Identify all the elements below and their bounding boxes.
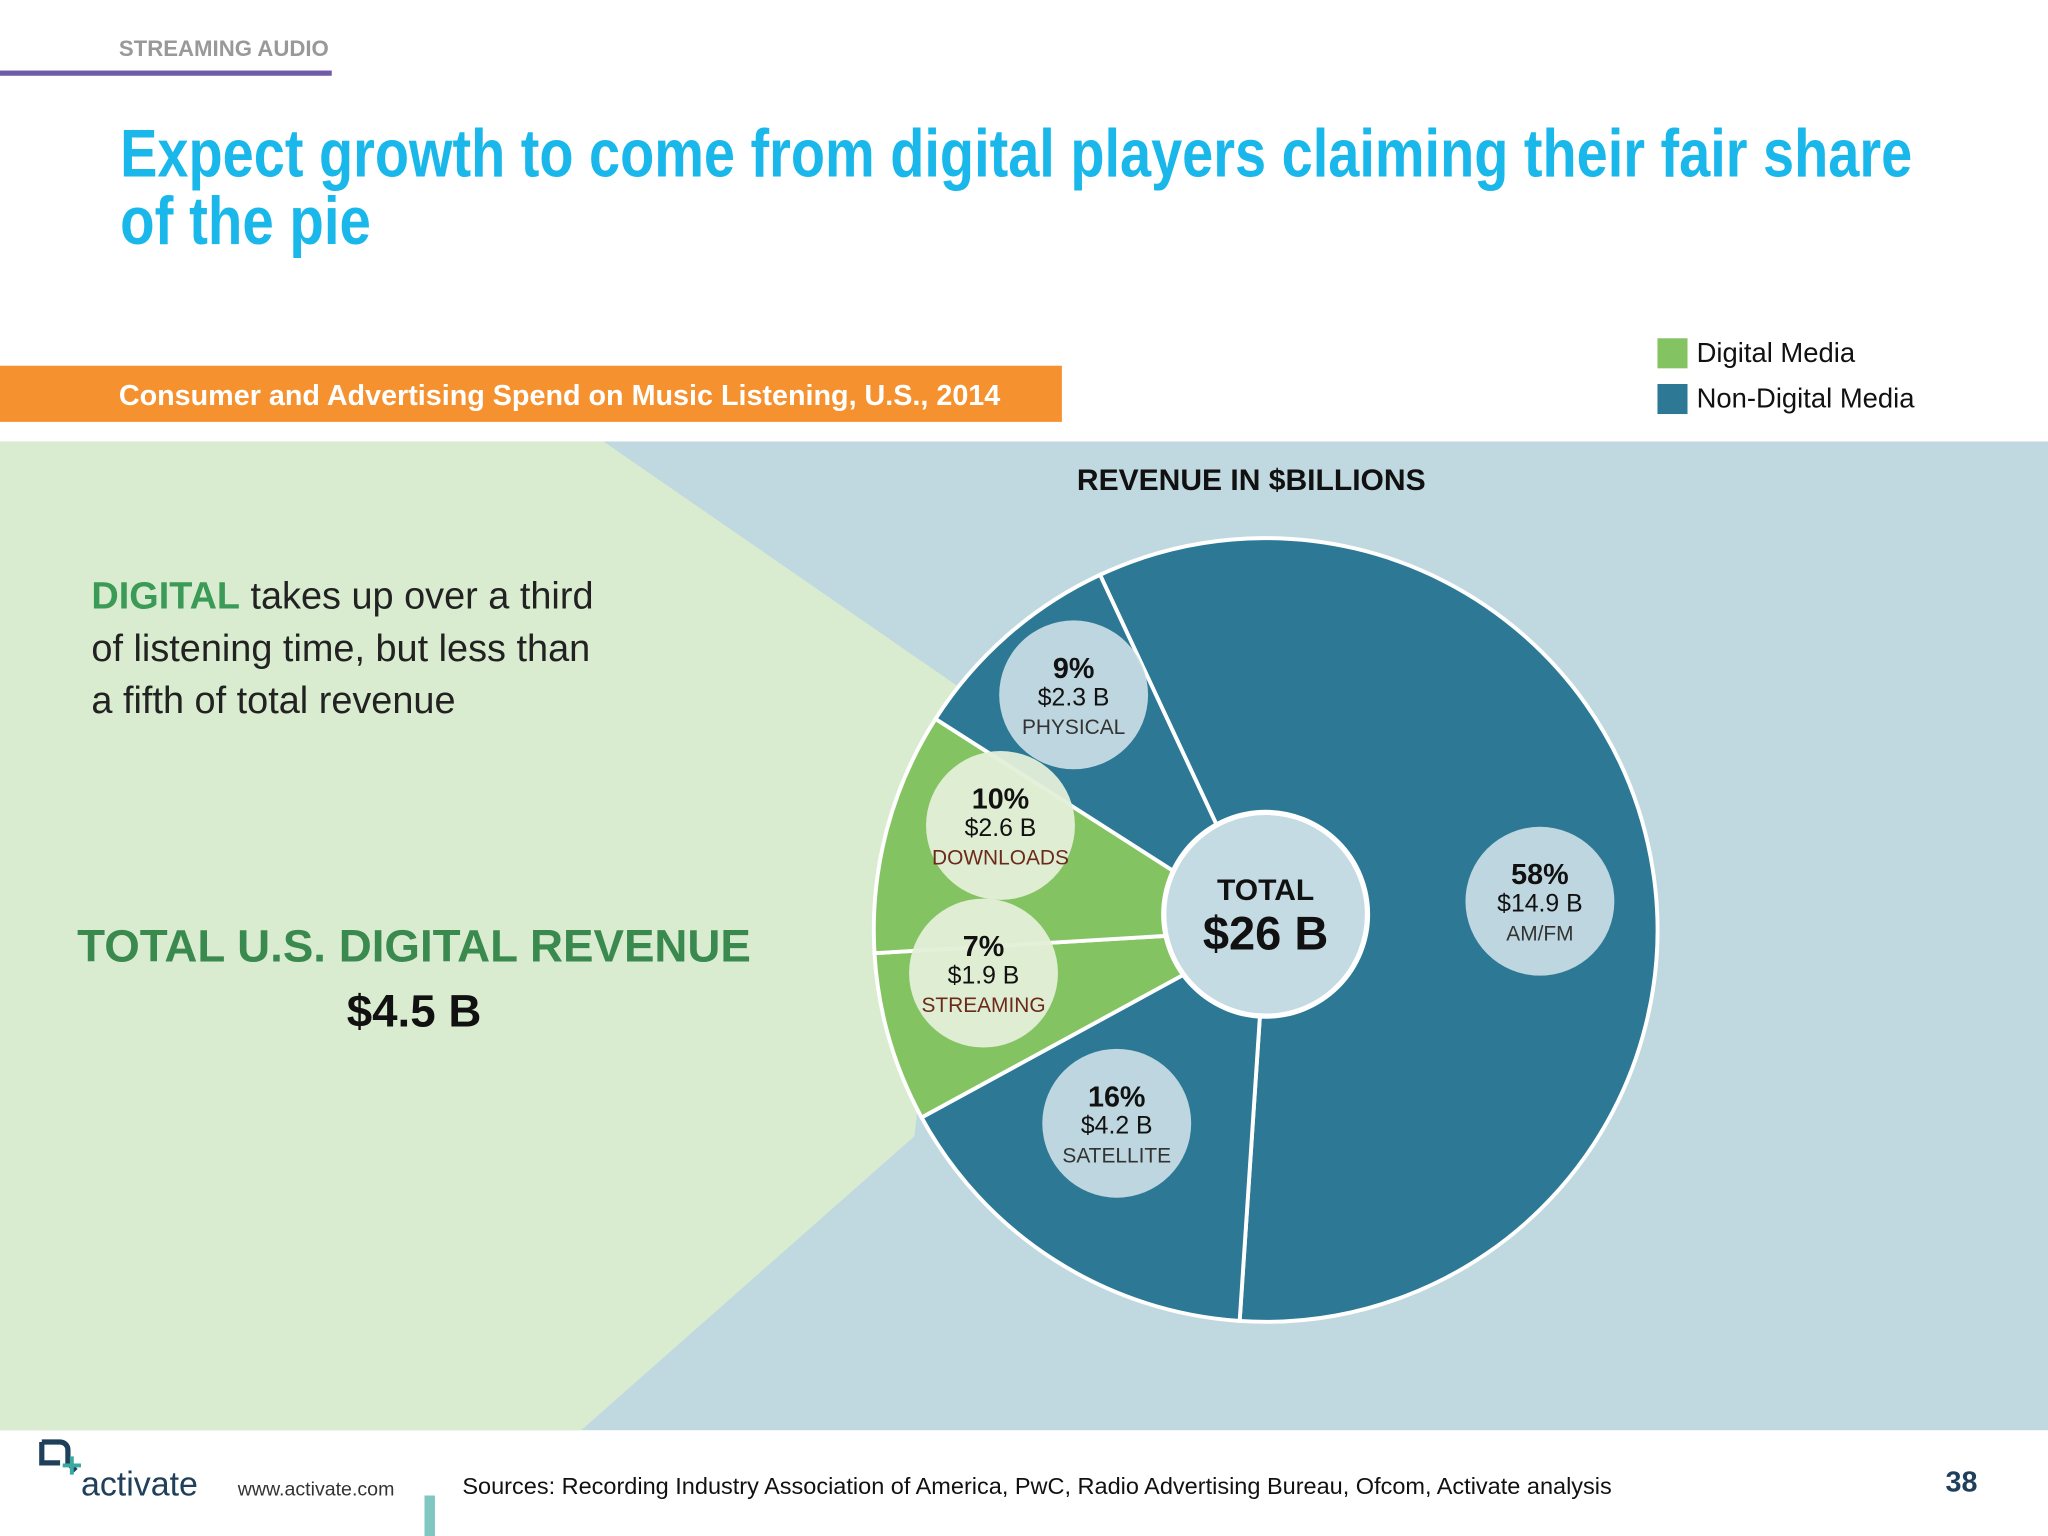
center-circle [1161, 809, 1371, 1019]
revenue-label: $1.9 B [948, 963, 1020, 990]
subtitle: Consumer and Advertising Spend on Music … [119, 380, 1000, 412]
legend-label: Digital Media [1697, 337, 1856, 368]
pie-slice [1097, 536, 1660, 1324]
headline: Expect growth to come from digital playe… [120, 116, 1912, 191]
legend-swatch [1657, 384, 1688, 415]
category-label: AM/FM [1506, 922, 1573, 945]
label-bubble [909, 898, 1058, 1048]
revenue-label: $14.9 B [1497, 891, 1582, 918]
label-bubble [926, 751, 1075, 900]
revenue-label: $4.2 B [1081, 1113, 1153, 1140]
headline: of the pie [120, 184, 371, 259]
callout-text: DIGITAL takes up over a third [91, 576, 593, 618]
callout-line: a fifth of total revenue [91, 680, 455, 722]
chart-title: REVENUE IN $BILLIONS [1077, 464, 1426, 497]
callout-line: of listening time, but less than [91, 628, 590, 670]
percent-label: 58% [1511, 859, 1568, 891]
category-label: STREAMING [921, 994, 1045, 1017]
url: www.activate.com [237, 1479, 395, 1501]
total-value: $26 B [1203, 907, 1328, 960]
legend-swatch [1657, 338, 1688, 369]
revenue-label: $2.6 B [965, 815, 1037, 842]
percent-label: 9% [1053, 653, 1095, 685]
digital-panel [0, 441, 967, 1431]
callout-highlight: DIGITAL [91, 576, 240, 618]
subtitle-bar [0, 365, 1062, 422]
pie: TOTAL$26 B 58%$14.9 B AM/FM 16%$4.2 B SATELL… [871, 536, 1660, 1324]
revenue-label: $2.3 B [1038, 684, 1110, 711]
category-label: SATELLITE [1062, 1144, 1171, 1167]
percent-label: 7% [963, 931, 1005, 963]
logo-icon [39, 1439, 78, 1473]
legend-label: Non-Digital Media [1697, 383, 1916, 414]
label-bubble [999, 620, 1149, 770]
page-number: 38 [1946, 1467, 1978, 1499]
logo [39, 1439, 81, 1475]
legend: Digital Media Non-Digital Media [1657, 337, 1916, 415]
label-bubble [1042, 1048, 1192, 1198]
category-label: PHYSICAL [1022, 716, 1125, 739]
category-label: DOWNLOADS [932, 847, 1069, 870]
percent-label: 16% [1088, 1081, 1145, 1113]
callout-line: takes up over a third [250, 576, 593, 618]
logo-icon [62, 1456, 81, 1475]
brand: activate [81, 1466, 198, 1504]
total-label: TOTAL [1217, 874, 1314, 907]
footer-accent [424, 1495, 435, 1536]
section-label: STREAMING AUDIO [119, 36, 329, 61]
sources: Sources: Recording Industry Association … [462, 1473, 1611, 1499]
digital-total-label: TOTAL U.S. DIGITAL REVENUE [77, 920, 751, 971]
section-underline [0, 70, 332, 76]
label-bubble [1465, 826, 1615, 976]
percent-label: 10% [972, 783, 1029, 815]
digital-total-value: $4.5 B [347, 986, 482, 1037]
